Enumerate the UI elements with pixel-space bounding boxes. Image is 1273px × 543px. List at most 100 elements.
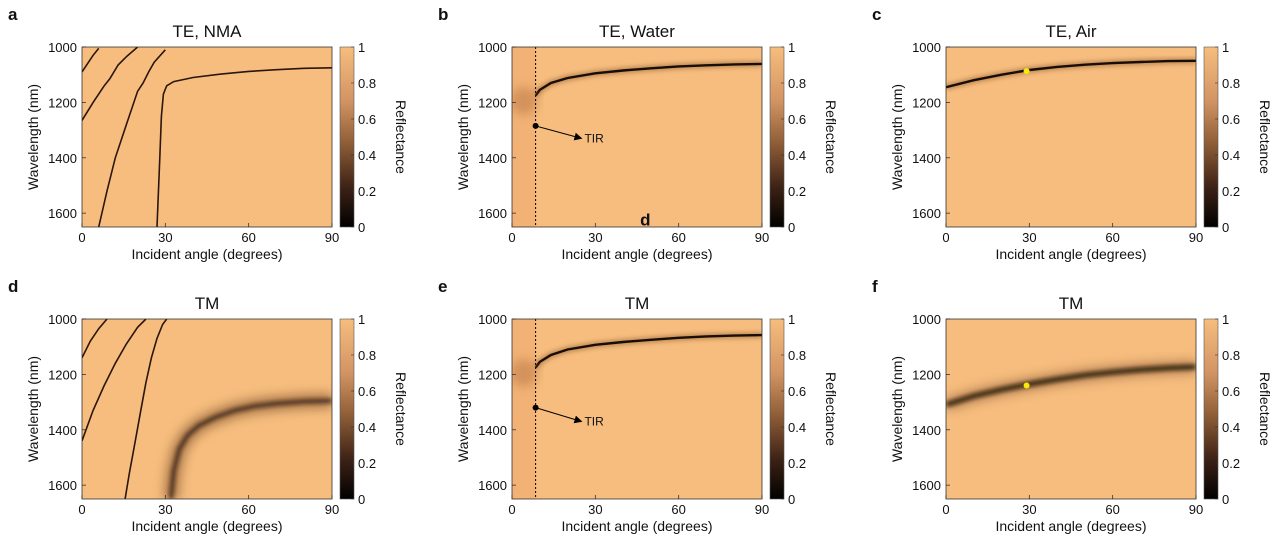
colorbar-tick-label: 1 [1222,312,1229,327]
thin-mode-line [82,319,147,442]
plot-frame [945,46,1197,228]
colorbar-tick-label: 0.4 [788,148,806,163]
tir-spot [512,87,538,115]
colorbar-tick-label: 1 [358,312,365,327]
colorbar-tick-label: 0.8 [358,76,376,91]
panel-a: 0 30 60 90 1000 1200 1400 1600 Incident angle (d… [8,5,409,262]
y-axis-label: Wavelength (nm) [889,356,905,462]
x-tick-label: 30 [1022,502,1036,517]
plot-frame [945,318,1197,500]
y-tick-label: 1200 [912,367,941,382]
colorbar-tick-label: 0 [788,220,795,235]
y-tick-label: 1600 [48,478,77,493]
x-tick-label: 0 [508,502,515,517]
x-tick-label: 0 [78,502,85,517]
colorbar-tick-label: 0.2 [788,184,806,199]
panel-b: TIR 0 30 60 90 1000 1200 1400 1600 Incident angle… [438,5,839,262]
x-tick-label: 90 [325,502,339,517]
x-axis-label: Incident angle (degrees) [132,518,283,534]
x-tick-label: 30 [158,502,172,517]
stray-letter-label: d [640,211,650,230]
colorbar-tick-label: 0.8 [788,76,806,91]
plot-frame [511,318,763,500]
tir-arrow [535,125,583,141]
colorbar-label: Reflectance [1257,100,1273,174]
tir-point [532,404,539,411]
panel-letter: c [872,5,881,24]
y-axis-label: Wavelength (nm) [455,84,471,190]
mode-line [534,62,762,97]
y-tick-label: 1400 [912,423,941,438]
y-tick-label: 1600 [912,206,941,221]
colorbar-tick-label: 0.6 [788,384,806,399]
x-tick-label: 0 [508,230,515,245]
colorbar-tick-label: 0.6 [788,112,806,127]
thin-mode-line [124,319,168,499]
panel-f: 0 30 60 90 1000 1200 1400 1600 Incident angle (d… [872,277,1273,534]
panel-e: TIR 0 30 60 90 1000 1200 1400 1600 Incident angle… [438,277,839,534]
x-tick-label: 0 [942,502,949,517]
y-tick-label: 1000 [48,312,77,327]
colorbar-tick-label: 0 [358,492,365,507]
colorbar [1203,318,1219,500]
heatmap-background [946,47,1196,227]
colorbar [339,318,355,500]
colorbar-tick-label: 0.2 [358,456,376,471]
plot-frame [81,46,333,228]
broad-mode-line [168,398,332,499]
panel-letter: b [438,5,448,24]
colorbar-tick-label: 0.6 [358,112,376,127]
plot-frame [511,46,763,228]
y-tick-label: 1200 [48,367,77,382]
y-tick-label: 1600 [912,478,941,493]
y-tick-label: 1000 [912,312,941,327]
thin-mode-line [97,49,166,227]
colorbar-tick-label: 1 [788,312,795,327]
tir-label: TIR [584,414,604,428]
x-tick-label: 90 [755,230,769,245]
colorbar-tick-label: 0.8 [358,348,376,363]
x-tick-label: 0 [78,230,85,245]
colorbar-label: Reflectance [823,372,839,446]
panel-title: TM [1059,294,1084,313]
x-tick-label: 30 [158,230,172,245]
y-tick-label: 1400 [478,423,507,438]
colorbar-tick-label: 0.4 [358,420,376,435]
y-tick-label: 1000 [912,40,941,55]
x-tick-label: 0 [942,230,949,245]
colorbar-tick-label: 0 [1222,492,1229,507]
thin-mode-line [82,47,100,73]
colorbar-tick-label: 1 [358,40,365,55]
colorbar-tick-label: 0.2 [358,184,376,199]
colorbar-tick-label: 0.8 [1222,348,1240,363]
colorbar-tick-label: 0.4 [1222,420,1240,435]
x-tick-label: 30 [588,502,602,517]
y-tick-label: 1200 [912,95,941,110]
tir-region [512,47,536,227]
x-axis-label: Incident angle (degrees) [996,246,1147,262]
panel-title: TM [195,294,220,313]
mode-line [534,333,762,369]
heatmap-background [512,47,762,227]
y-tick-label: 1400 [912,151,941,166]
heatmap-plot-area [512,319,762,499]
x-axis-label: Incident angle (degrees) [996,518,1147,534]
panel-d: 0 30 60 90 1000 1200 1400 1600 Incident angle (d… [8,277,409,534]
highlight-point [1023,68,1030,75]
thin-mode-line [156,67,332,227]
heatmap-background [512,319,762,499]
panel-letter: f [872,277,878,296]
panel-title: TM [625,294,650,313]
heatmap-plot-area [82,319,332,499]
x-tick-label: 60 [241,230,255,245]
panel-title: TE, NMA [173,22,243,41]
panel-letter: d [8,277,18,296]
colorbar [339,46,355,228]
colorbar-tick-label: 0.8 [788,348,806,363]
panel-c: 0 30 60 90 1000 1200 1400 1600 Incident angle (d… [872,5,1273,262]
colorbar-tick-label: 0 [788,492,795,507]
thin-mode-line [82,47,139,121]
y-tick-label: 1400 [48,423,77,438]
panel-title: TE, Air [1045,22,1096,41]
y-axis-label: Wavelength (nm) [25,356,41,462]
